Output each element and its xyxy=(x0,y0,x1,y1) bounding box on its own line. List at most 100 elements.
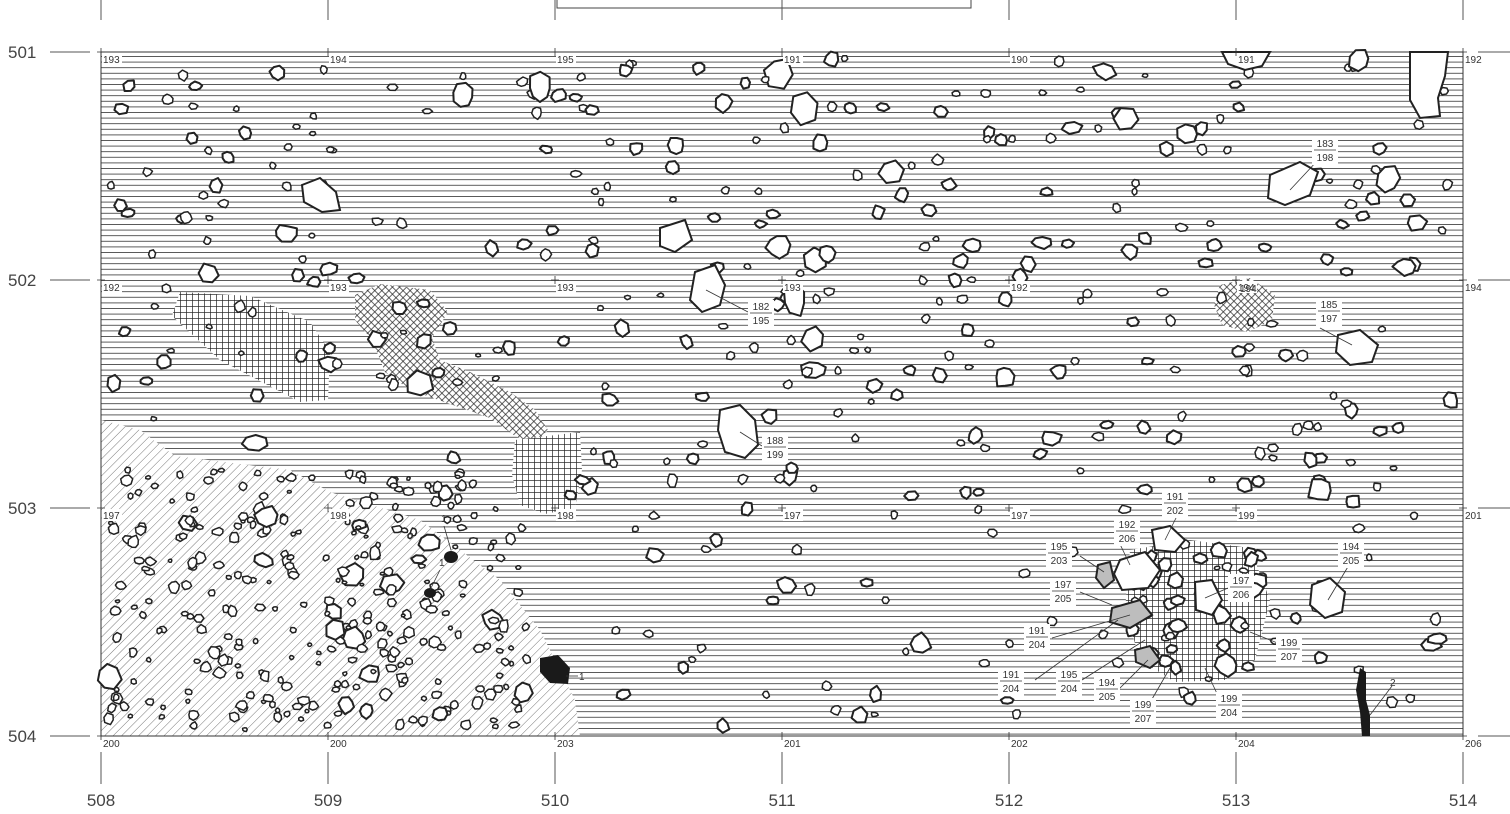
stone xyxy=(865,377,884,394)
stone xyxy=(156,354,172,370)
svg-text:195: 195 xyxy=(1051,542,1068,553)
stone xyxy=(491,375,501,382)
stone xyxy=(134,488,143,497)
svg-text:193: 193 xyxy=(784,283,801,294)
stone xyxy=(1370,164,1382,175)
stone xyxy=(956,439,966,447)
stone xyxy=(709,533,723,548)
stone xyxy=(1442,391,1458,409)
svg-text:205: 205 xyxy=(1343,556,1360,567)
dark-feature-4 xyxy=(1356,668,1370,736)
stone-gray-2 xyxy=(1094,560,1116,590)
stone xyxy=(184,515,195,527)
stone xyxy=(803,582,816,597)
stone xyxy=(271,606,279,612)
stone xyxy=(273,711,283,723)
stone xyxy=(1340,399,1353,409)
stone xyxy=(106,373,122,394)
stone xyxy=(495,672,504,680)
stone xyxy=(740,501,754,517)
stone xyxy=(130,677,138,685)
stone xyxy=(177,69,189,82)
stone xyxy=(347,656,358,664)
x-axis-labels: 508 509 510 511 512 513 514 xyxy=(87,791,1477,810)
stone xyxy=(189,721,198,730)
svg-text:203: 203 xyxy=(557,739,574,750)
stone xyxy=(568,93,583,103)
stone xyxy=(484,239,500,258)
stone xyxy=(392,513,404,524)
stone xyxy=(472,643,486,654)
stone xyxy=(280,681,293,692)
stone xyxy=(545,225,560,237)
stone xyxy=(385,663,398,673)
stone xyxy=(179,211,193,225)
stone xyxy=(420,695,428,702)
stone xyxy=(795,269,805,278)
stone xyxy=(1268,454,1278,462)
grid-elevation: 201 xyxy=(778,732,803,750)
stone xyxy=(114,580,127,591)
stone xyxy=(210,468,218,476)
stone xyxy=(279,514,289,526)
stone xyxy=(406,475,411,482)
stone xyxy=(1269,608,1281,620)
stone xyxy=(400,527,409,534)
stone xyxy=(694,391,710,402)
stone xyxy=(315,660,322,666)
svg-text:204: 204 xyxy=(1061,684,1078,695)
stone xyxy=(685,452,700,466)
stone xyxy=(276,475,286,483)
stone xyxy=(754,187,763,196)
stone xyxy=(391,300,408,315)
stone xyxy=(1060,121,1084,135)
stone xyxy=(605,137,615,147)
stone xyxy=(489,539,498,545)
stone xyxy=(1413,119,1425,131)
stone xyxy=(498,619,509,633)
stone xyxy=(1206,220,1215,228)
stone xyxy=(964,363,975,371)
stone xyxy=(389,482,399,489)
stone xyxy=(141,565,151,572)
stone xyxy=(322,341,336,355)
grid-elevation: 197 xyxy=(1005,504,1030,522)
stone xyxy=(186,612,195,620)
stone xyxy=(324,603,342,620)
stone xyxy=(1442,178,1454,191)
svg-text:205: 205 xyxy=(1055,594,1072,605)
stone xyxy=(212,560,225,570)
stone xyxy=(1053,55,1065,68)
stone xyxy=(197,262,220,284)
stone xyxy=(1314,650,1328,665)
stone xyxy=(290,531,297,537)
stone xyxy=(341,580,348,585)
stone xyxy=(611,625,621,635)
stone xyxy=(1176,123,1199,145)
stone xyxy=(468,537,478,546)
stone xyxy=(1303,451,1318,469)
stone xyxy=(144,556,158,567)
grid-elevation: 199 xyxy=(1232,504,1257,522)
stone xyxy=(881,596,890,605)
stone xyxy=(144,474,152,480)
stone xyxy=(205,323,213,330)
stone xyxy=(400,613,406,618)
stone xyxy=(1335,218,1350,230)
dark-feature-1 xyxy=(444,551,458,563)
stone xyxy=(130,604,139,610)
stone xyxy=(782,379,793,390)
stone xyxy=(241,575,253,585)
stone xyxy=(871,204,886,220)
stone xyxy=(1039,186,1054,197)
stone xyxy=(356,643,369,653)
stone xyxy=(266,579,272,585)
stone xyxy=(187,556,198,570)
stone xyxy=(336,566,351,578)
stone xyxy=(207,589,216,597)
stone xyxy=(127,492,134,500)
stone xyxy=(456,479,467,492)
